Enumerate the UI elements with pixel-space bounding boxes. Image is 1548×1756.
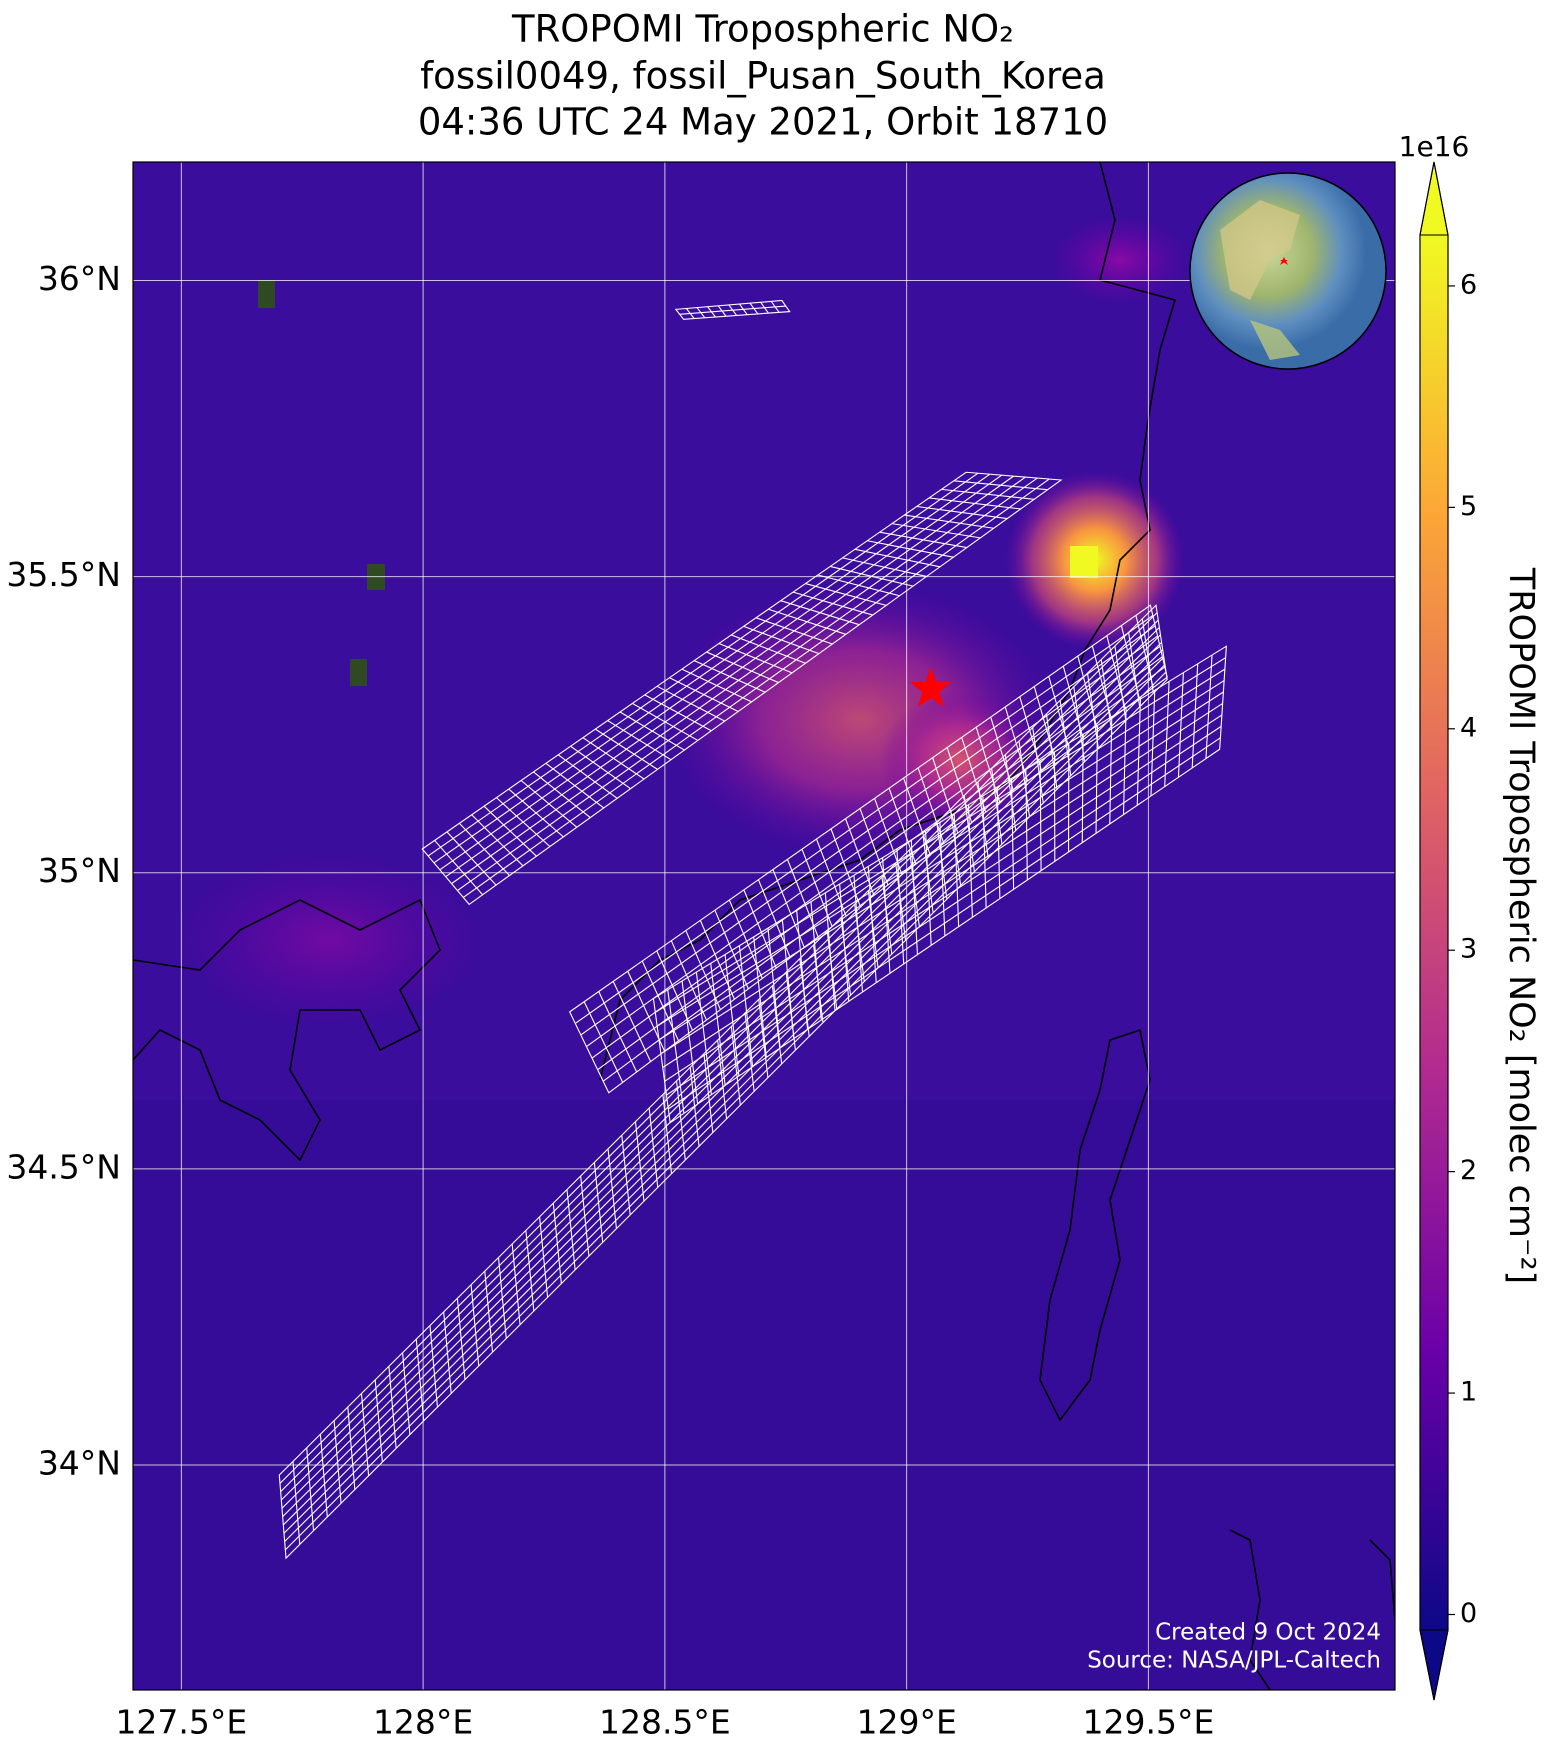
title: fossil0049, fossil_Pusan_South_Korea xyxy=(420,55,1106,98)
inset-globe xyxy=(1190,173,1386,369)
x-tick-label: 129.5°E xyxy=(1082,1703,1214,1742)
no2-pixel xyxy=(1070,546,1098,578)
no2-plume xyxy=(1050,215,1190,305)
colorbar-label: TROPOMI Tropospheric NO₂ [molec cm⁻²] xyxy=(1501,567,1541,1284)
x-tick-label: 128°E xyxy=(373,1703,473,1742)
colorbar-tick-label: 2 xyxy=(1460,1155,1477,1186)
y-tick-label: 34.5°N xyxy=(6,1147,121,1186)
colorbar-tick-label: 3 xyxy=(1460,934,1477,965)
x-tick-label: 127.5°E xyxy=(115,1703,247,1742)
title: 04:36 UTC 24 May 2021, Orbit 18710 xyxy=(418,101,1108,144)
annotation: Source: NASA/JPL-Caltech xyxy=(1087,1648,1381,1674)
annotation: Created 9 Oct 2024 xyxy=(1155,1620,1381,1646)
title: TROPOMI Tropospheric NO₂ xyxy=(511,8,1014,51)
colorbar-offset: 1e16 xyxy=(1399,130,1470,163)
image-patch xyxy=(350,659,367,686)
globe xyxy=(1190,173,1386,369)
map-area: Created 9 Oct 2024 Source: NASA/JPL-Calt… xyxy=(133,162,1395,1690)
map-shade xyxy=(133,1100,1395,1690)
no2-plume xyxy=(170,850,490,1030)
colorbar-tick-label: 1 xyxy=(1460,1377,1477,1408)
colorbar-tick-label: 6 xyxy=(1460,269,1477,300)
image-patch xyxy=(258,280,275,308)
x-tick-label: 128.5°E xyxy=(599,1703,731,1742)
colorbar-tick-label: 4 xyxy=(1460,712,1477,743)
y-tick-label: 34°N xyxy=(38,1443,121,1482)
x-tick-label: 129°E xyxy=(856,1703,956,1742)
colorbar xyxy=(1420,235,1448,1630)
colorbar-extend-max xyxy=(1420,162,1448,235)
y-tick-label: 35.5°N xyxy=(6,555,121,594)
y-tick-label: 35°N xyxy=(38,851,121,890)
colorbar-tick-label: 0 xyxy=(1460,1598,1477,1629)
colorbar-extend-min xyxy=(1420,1630,1448,1700)
y-tick-label: 36°N xyxy=(38,259,121,298)
colorbar-tick-label: 5 xyxy=(1460,491,1477,522)
